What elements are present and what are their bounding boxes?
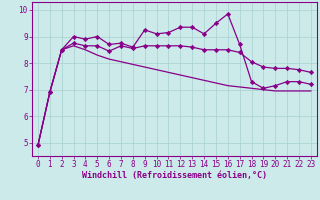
X-axis label: Windchill (Refroidissement éolien,°C): Windchill (Refroidissement éolien,°C) [82, 171, 267, 180]
